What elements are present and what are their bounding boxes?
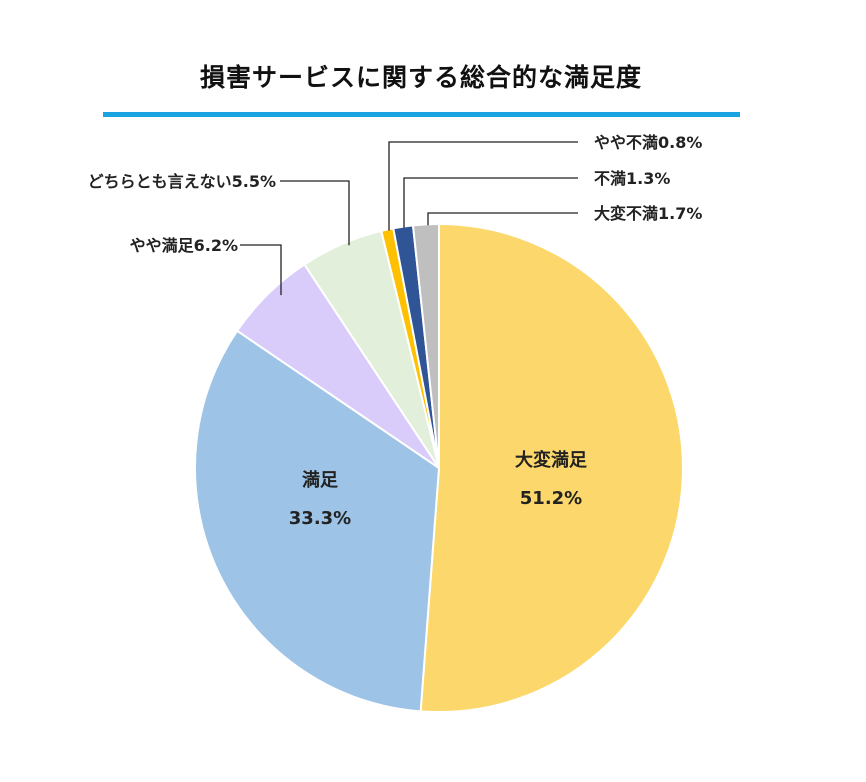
- title-underline: [103, 112, 740, 117]
- callout-label-2: やや満足6.2%: [130, 236, 238, 255]
- leader-line-5: [403, 177, 578, 228]
- pie-slice-0: [419, 223, 684, 713]
- pie-slice-1: [194, 329, 440, 713]
- chart-title: 損害サービスに関する総合的な満足度: [199, 63, 642, 92]
- slice-name-label-1: 満足: [302, 469, 338, 491]
- leader-line-4: [388, 141, 578, 231]
- pie-slices: [194, 223, 684, 713]
- slice-value-label-0: 51.2%: [520, 488, 582, 509]
- leader-line-3: [280, 180, 350, 246]
- callout-label-6: 大変不満1.7%: [594, 204, 702, 223]
- leader-lines: [240, 141, 578, 296]
- pie-slice-6: [411, 223, 440, 469]
- slice-labels: 大変満足 51.2% 満足 33.3% やや満足6.2% どちらとも言えない5.5% やや不…: [88, 133, 703, 529]
- callout-label-3: どちらとも言えない5.5%: [88, 172, 276, 191]
- slice-name-label-0: 大変満足: [515, 449, 587, 471]
- leader-line-6: [427, 212, 578, 226]
- slice-value-label-1: 33.3%: [289, 508, 351, 529]
- callout-label-4: やや不満0.8%: [594, 133, 702, 152]
- callout-label-5: 不満1.3%: [594, 169, 670, 188]
- leader-line-2: [240, 244, 282, 296]
